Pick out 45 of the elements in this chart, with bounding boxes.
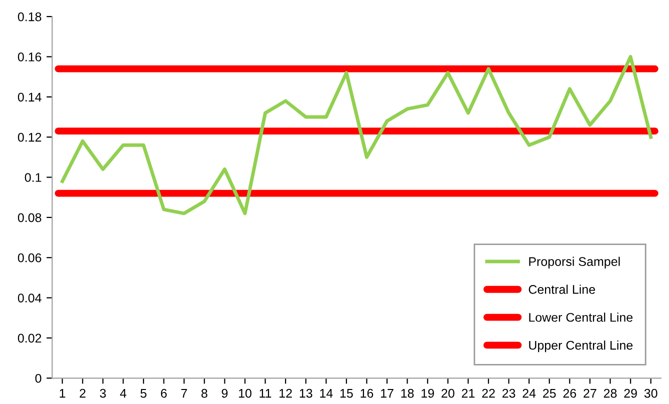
y-tick-label: 0.08	[18, 213, 42, 222]
x-tick-label: 14	[320, 389, 333, 398]
y-tick-label: 0.04	[18, 294, 42, 302]
x-tick-label: 8	[201, 388, 208, 398]
y-tick-label: 0.18	[18, 12, 42, 22]
line-series	[60, 55, 653, 216]
y-tick-label: 0.14	[18, 92, 42, 102]
x-tick-label: 18	[401, 388, 414, 398]
legend-label: Upper Central Line	[529, 340, 633, 352]
y-tick-label: 0.16	[18, 52, 42, 62]
legend-label: Proporsi Sampel	[529, 256, 620, 268]
x-tick-label: 7	[181, 389, 187, 398]
x-tick-label: 22	[482, 388, 495, 398]
legend-label: Central Line	[528, 284, 596, 294]
x-tick-label: 1	[60, 389, 66, 398]
y-tick-label: 0.02	[18, 334, 42, 343]
x-tick-label: 9	[222, 388, 228, 398]
x-tick-label: 10	[238, 388, 252, 398]
x-tick-label: 17	[381, 389, 394, 398]
legend-label: Lower Central Line	[529, 312, 633, 322]
x-tick-label: 12	[280, 388, 292, 398]
x-tick-label: 13	[300, 388, 312, 398]
x-tick-label: 4	[120, 389, 126, 398]
x-tick-label: 11	[260, 389, 272, 398]
x-tick-label: 3	[100, 388, 106, 398]
x-tick-label: 16	[360, 388, 374, 398]
x-tick-label: 28	[604, 388, 617, 398]
y-tick-label: 0	[35, 374, 42, 383]
x-tick-label: 15	[340, 389, 353, 398]
x-tick-label: 23	[502, 388, 516, 398]
x-tick-label: 19	[422, 388, 434, 398]
y-tick-label: 0.1	[24, 173, 42, 182]
x-tick-label: 26	[563, 388, 576, 398]
x-tick-label: 21	[462, 388, 475, 398]
x-tick-label: 5	[140, 389, 146, 398]
x-tick-label: 24	[522, 388, 536, 398]
x-tick-label: 2	[80, 388, 86, 398]
x-tick-label: 6	[160, 388, 167, 398]
y-tick-label: 0.12	[18, 132, 42, 142]
x-tick-label: 29	[624, 388, 637, 398]
x-tick-label: 20	[442, 388, 454, 398]
x-tick-label: 30	[644, 388, 658, 398]
x-tick-label: 27	[584, 388, 596, 398]
y-tick-label: 0.06	[18, 253, 42, 262]
x-tick-label: 25	[543, 388, 556, 398]
